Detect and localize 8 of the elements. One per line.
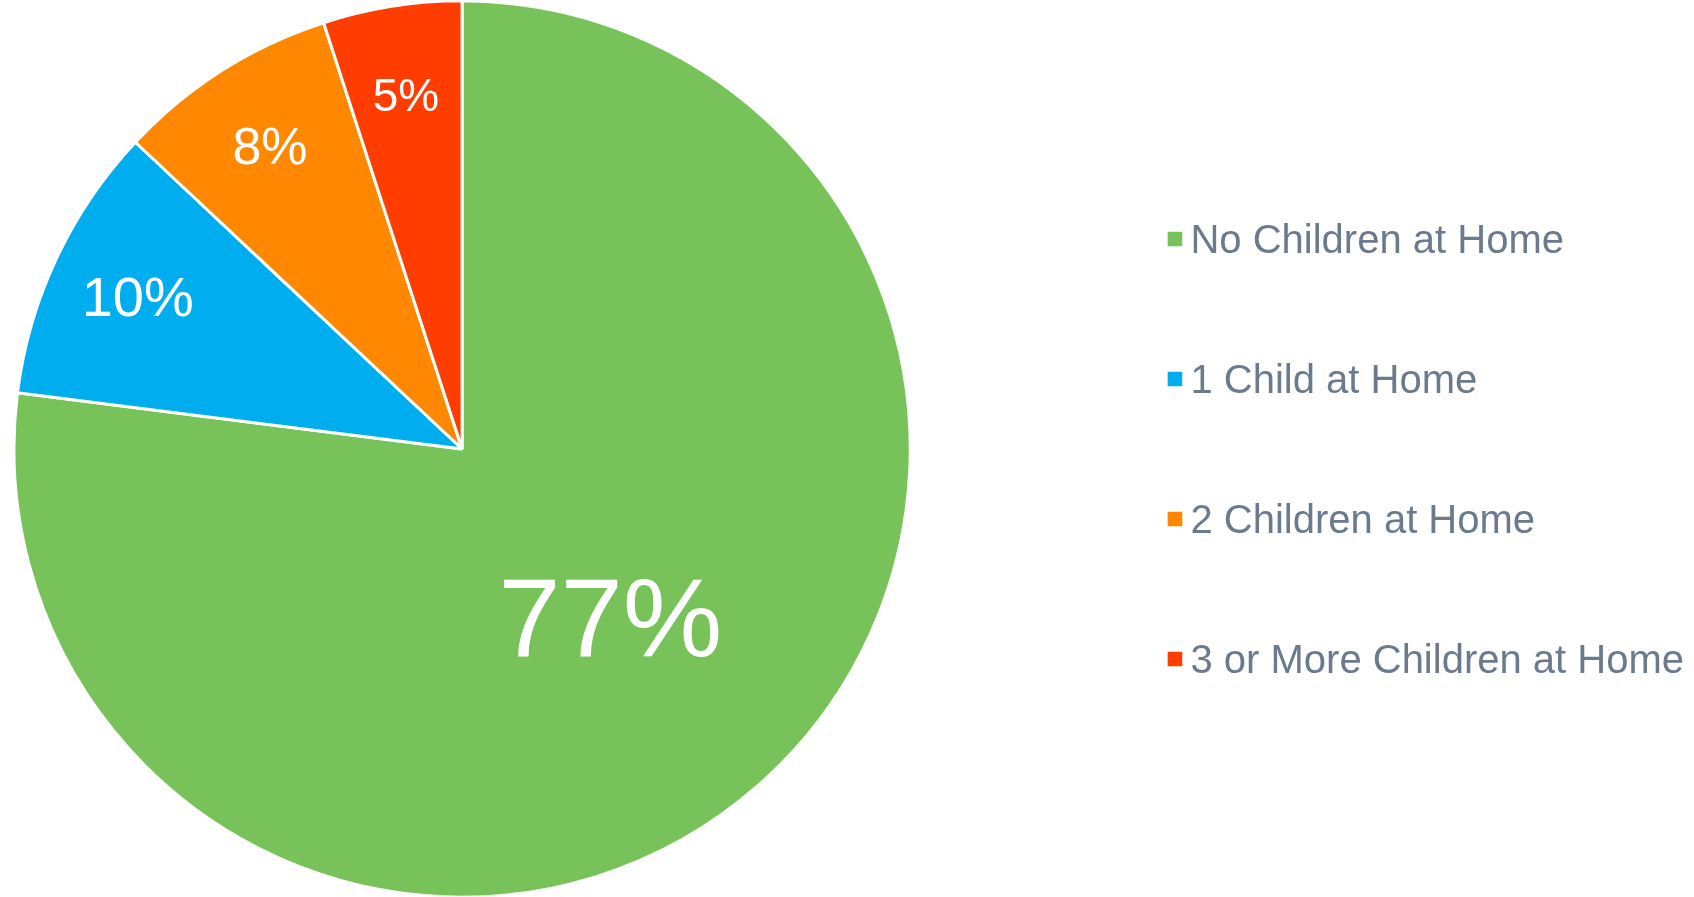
legend-label: No Children at Home [1190,216,1564,261]
data-label: 77% [498,554,723,680]
legend-label: 1 Child at Home [1190,356,1478,401]
legend-label: 2 Children at Home [1190,496,1536,541]
data-label: 5% [372,68,440,121]
data-label: 8% [232,117,308,176]
legend-label: 3 or More Children at Home [1190,636,1684,681]
data-label: 10% [81,264,194,328]
